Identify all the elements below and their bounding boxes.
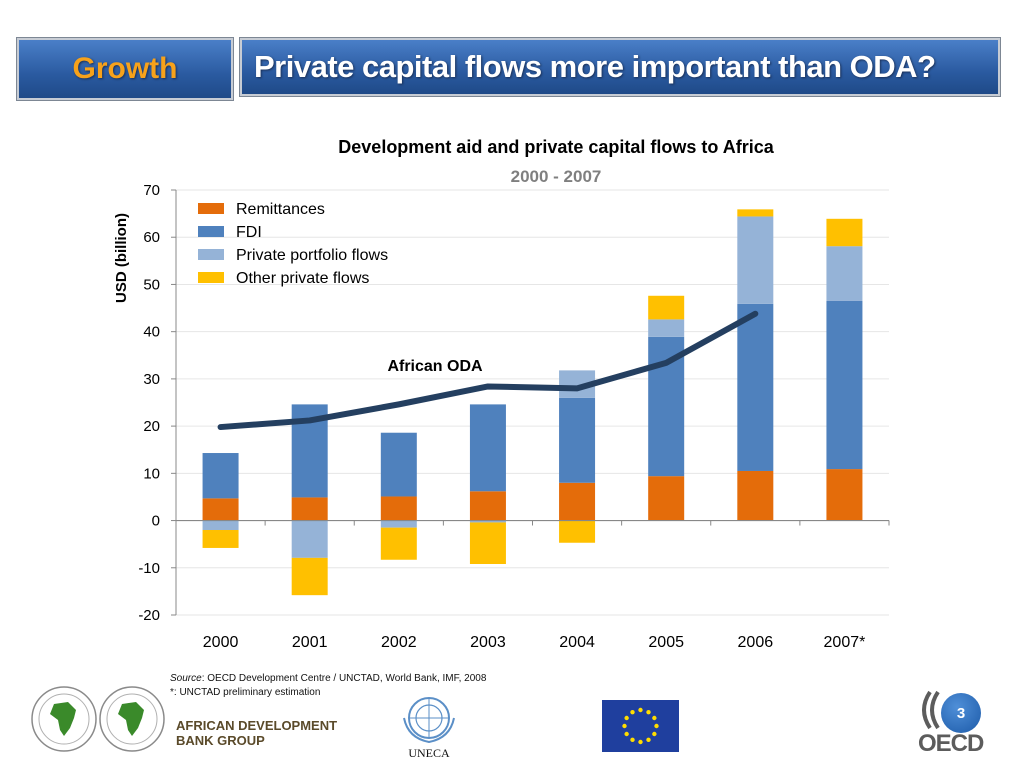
y-tick-label: 60 [143, 229, 160, 246]
eu-star [638, 707, 643, 713]
eu-flag-logo [602, 700, 679, 752]
source-label: Source [170, 673, 202, 684]
eu-star [630, 737, 635, 743]
bar-other-private-flows [648, 295, 685, 320]
bar-private-portfolio-flows [826, 246, 863, 301]
legend-swatch [198, 203, 224, 214]
bar-other-private-flows [202, 530, 239, 548]
chart-subtitle: 2000 - 2007 [511, 167, 602, 186]
bar-other-private-flows [380, 527, 417, 560]
y-tick-label: 10 [143, 465, 160, 482]
eu-star [624, 715, 629, 721]
uneca-logo [403, 697, 455, 744]
bar-other-private-flows [469, 522, 506, 564]
legend: Remittances FDI Private portfolio flows Oth… [198, 201, 388, 287]
y-axis-label: USD (billion) [113, 213, 130, 303]
bar-fdi [469, 404, 506, 492]
bar-private-portfolio-flows [648, 319, 685, 337]
eu-star [646, 737, 651, 743]
x-tick-label: 2007* [824, 634, 866, 651]
bar-fdi [737, 303, 774, 471]
bar-remittances [380, 496, 417, 521]
bar-remittances [291, 497, 328, 521]
bar-private-portfolio-flows [469, 520, 506, 523]
oecd-label: OECD [918, 730, 984, 757]
bar-remittances [469, 491, 506, 521]
x-tick-label: 2006 [738, 634, 774, 651]
legend-swatch [198, 226, 224, 237]
section-label: Growth [72, 52, 178, 85]
oda-line-path [217, 310, 759, 431]
legend-label: Private portfolio flows [236, 247, 388, 264]
bar-remittances [737, 470, 774, 521]
y-tick-label: -10 [138, 560, 160, 577]
x-tick-label: 2004 [559, 634, 595, 651]
slide-title: Private capital flows more important tha… [254, 49, 936, 84]
eu-star [652, 715, 657, 721]
y-tick-label: 50 [143, 276, 160, 293]
bar-private-portfolio-flows [380, 520, 417, 528]
bar-remittances [648, 476, 685, 521]
bar-remittances [559, 482, 596, 521]
y-tick-label: 40 [143, 324, 160, 341]
legend-swatch [198, 272, 224, 283]
x-tick-label: 2001 [292, 634, 328, 651]
oda-line-label: African ODA [387, 358, 483, 375]
bar-other-private-flows [826, 218, 863, 247]
eu-star [630, 709, 635, 715]
bar-private-portfolio-flows [202, 520, 239, 530]
eu-star [652, 731, 657, 737]
eu-star [638, 739, 643, 745]
oecd-emblem [922, 690, 940, 730]
afdb-logo [31, 686, 165, 752]
legend-label: Other private flows [236, 270, 369, 287]
y-tick-label: 70 [143, 182, 160, 199]
afdb-name-line1: AFRICAN DEVELOPMENT [176, 718, 338, 733]
eu-star [646, 709, 651, 715]
bar-fdi [559, 397, 596, 483]
section-header: Growth [17, 38, 233, 100]
bar-remittances [202, 498, 239, 521]
source-note: Source: OECD Development Centre / UNCTAD… [170, 672, 486, 700]
bar-private-portfolio-flows [291, 520, 328, 558]
eu-star [624, 731, 629, 737]
bar-fdi [380, 432, 417, 497]
uneca-label: UNECA [408, 746, 450, 760]
legend-label: Remittances [236, 201, 325, 218]
legend-label: FDI [236, 224, 262, 241]
eu-star [622, 723, 627, 729]
bar-other-private-flows [559, 520, 596, 543]
title-header: Private capital flows more important tha… [240, 38, 1000, 96]
y-tick-label: -20 [138, 607, 160, 624]
bar-private-portfolio-flows [737, 216, 774, 304]
x-tick-label: 2002 [381, 634, 417, 651]
afdb-name-line2: BANK GROUP [176, 733, 265, 748]
axes: -20 -10 0 10 20 30 40 50 60 70 2000 2001 2002 2003 200… [138, 182, 890, 651]
x-tick-label: 2003 [470, 634, 506, 651]
y-tick-label: 0 [152, 513, 160, 530]
estimation-note: *: UNCTAD preliminary estimation [170, 687, 321, 698]
bar-remittances [826, 469, 863, 521]
eu-star [654, 723, 659, 729]
x-tick-label: 2005 [648, 634, 684, 651]
bar-fdi [202, 453, 239, 499]
x-tick-label: 2000 [203, 634, 239, 651]
afdb-name: AFRICAN DEVELOPMENT BANK GROUP [176, 718, 337, 748]
bar-fdi [826, 300, 863, 470]
bars [202, 209, 863, 596]
oda-line [217, 310, 759, 431]
page-number-badge: 3 [941, 693, 981, 733]
y-tick-label: 20 [143, 418, 160, 435]
y-tick-label: 30 [143, 371, 160, 388]
bar-other-private-flows [737, 209, 774, 217]
source-text: : OECD Development Centre / UNCTAD, Worl… [201, 673, 487, 684]
chart-title: Development aid and private capital flow… [338, 137, 774, 157]
bar-other-private-flows [291, 557, 328, 596]
legend-swatch [198, 249, 224, 260]
